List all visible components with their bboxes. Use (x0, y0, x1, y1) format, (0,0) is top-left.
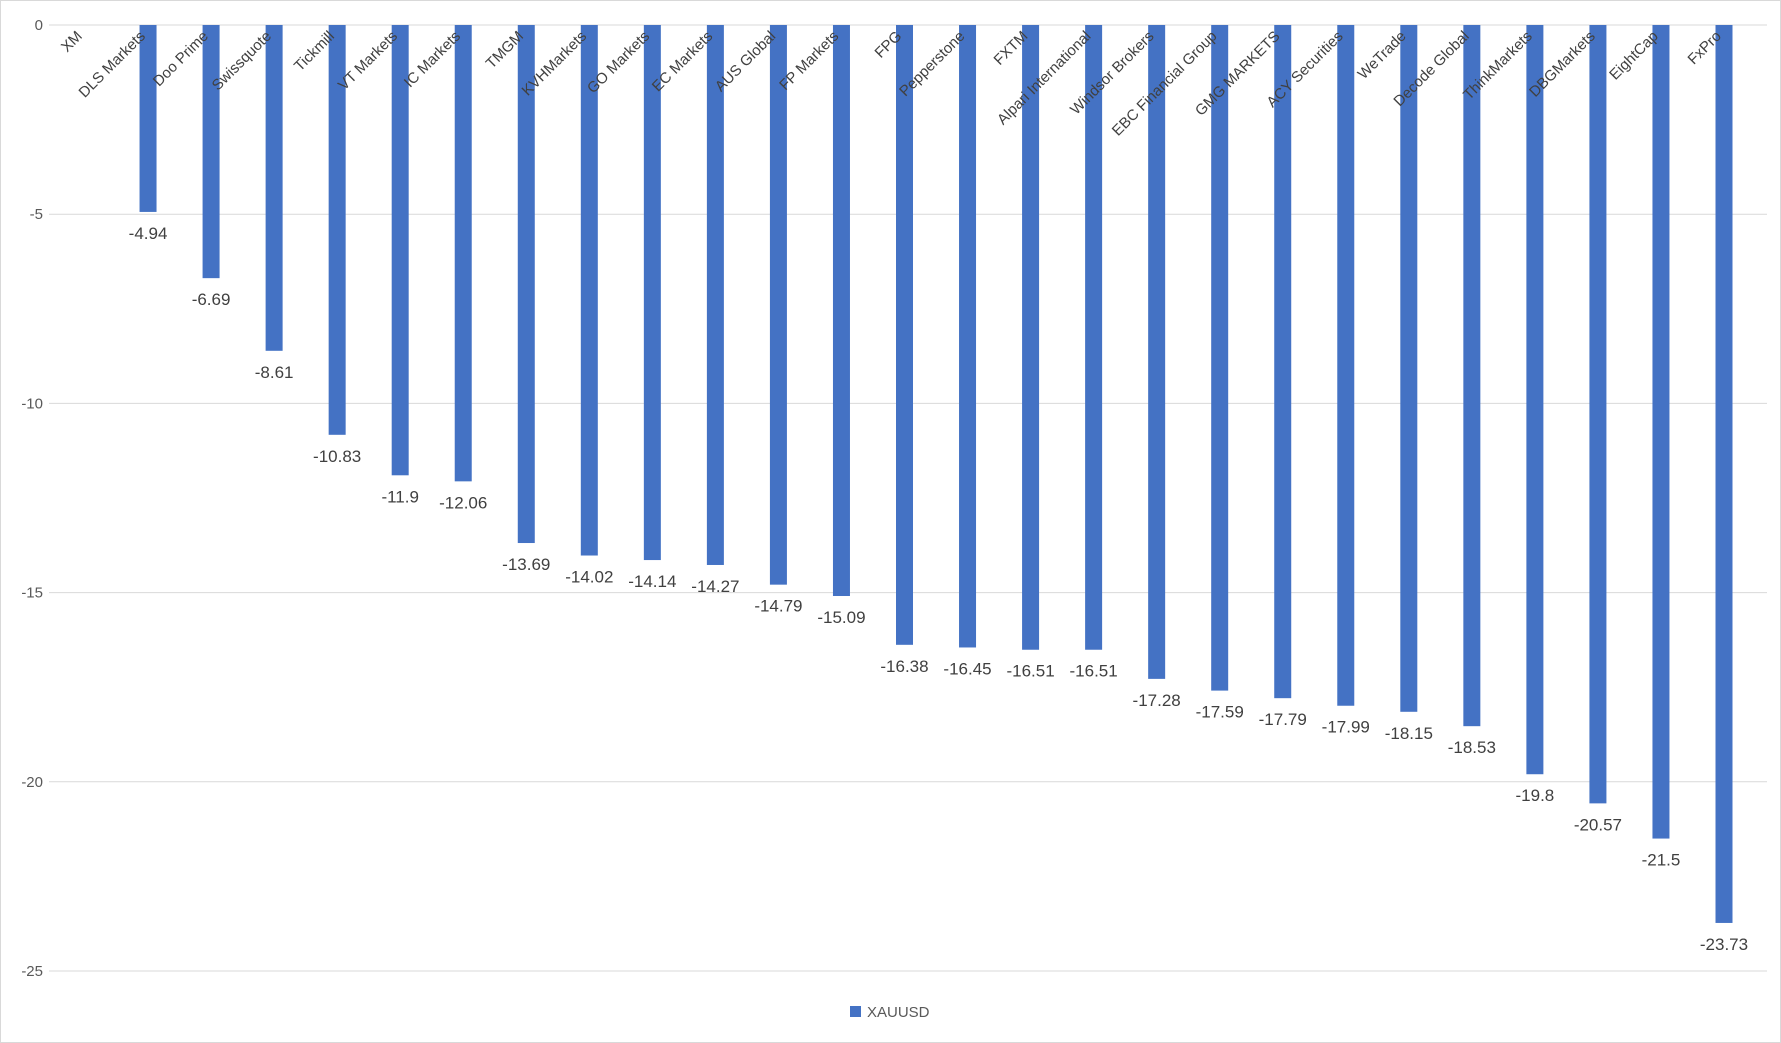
bar[interactable] (1148, 25, 1166, 679)
data-label: -18.15 (1385, 724, 1433, 743)
data-label: -23.73 (1700, 935, 1748, 954)
legend-label-xauusd: XAUUSD (867, 1004, 930, 1021)
data-label: -19.8 (1516, 786, 1555, 805)
bar[interactable] (1211, 25, 1229, 691)
y-tick-label: -10 (21, 395, 43, 412)
bar[interactable] (959, 25, 977, 648)
data-label: -11.9 (381, 487, 419, 506)
bar[interactable] (517, 25, 535, 544)
data-label: -12.06 (439, 493, 487, 512)
data-label: -16.51 (1070, 662, 1118, 681)
category-label: IC Markets (401, 28, 464, 91)
bar[interactable] (202, 25, 220, 279)
data-label: -13.69 (502, 555, 550, 574)
data-label: -17.59 (1196, 703, 1244, 722)
legend-swatch-xauusd (850, 1006, 861, 1017)
bar[interactable] (391, 25, 409, 476)
data-label: -6.69 (192, 290, 231, 309)
bar[interactable] (1085, 25, 1103, 650)
data-label: -16.38 (880, 657, 928, 676)
y-tick-label: -25 (21, 963, 43, 980)
bar[interactable] (454, 25, 472, 482)
data-label: -20.57 (1574, 815, 1622, 834)
data-label: -10.83 (313, 447, 361, 466)
bar[interactable] (1463, 25, 1481, 727)
bar[interactable] (769, 25, 787, 585)
bars (139, 25, 1733, 923)
y-tick-label: -20 (21, 774, 43, 791)
data-label: -18.53 (1448, 738, 1496, 757)
data-label: -14.14 (628, 572, 676, 591)
bar[interactable] (706, 25, 724, 565)
category-label: XM (58, 28, 86, 56)
data-label: -4.94 (129, 224, 168, 243)
bar[interactable] (832, 25, 850, 597)
category-label: DLS Markets (76, 28, 149, 101)
bar[interactable] (1715, 25, 1733, 923)
data-label: -15.09 (817, 608, 865, 627)
bar[interactable] (1274, 25, 1292, 699)
data-label: -21.5 (1642, 851, 1681, 870)
bar[interactable] (1337, 25, 1355, 706)
legend[interactable]: XAUUSD (850, 1004, 930, 1021)
bar[interactable] (1022, 25, 1040, 650)
y-tick-label: -15 (21, 585, 43, 602)
bar[interactable] (139, 25, 157, 212)
data-label: -8.61 (255, 363, 294, 382)
data-labels: -4.94 -6.69 -8.61 -10.83 -11.9 -12.06 -13.69 -1… (129, 224, 1748, 954)
bar[interactable] (328, 25, 346, 435)
data-label: -14.02 (565, 568, 613, 587)
bar[interactable] (265, 25, 283, 351)
y-tick-label: 0 (35, 17, 43, 34)
bar[interactable] (643, 25, 661, 561)
bar[interactable] (1589, 25, 1607, 804)
bar[interactable] (1400, 25, 1418, 712)
y-axis-ticks: 0 -5 -10 -15 -20 -25 (21, 17, 43, 980)
data-label: -16.45 (943, 659, 991, 678)
bar[interactable] (580, 25, 598, 556)
data-label: -14.27 (691, 577, 739, 596)
data-label: -17.28 (1133, 691, 1181, 710)
bar[interactable] (1526, 25, 1544, 775)
bar[interactable] (896, 25, 913, 645)
y-tick-label: -5 (30, 206, 43, 223)
bar[interactable] (1652, 25, 1670, 839)
data-label: -17.79 (1259, 710, 1307, 729)
data-label: -14.79 (754, 597, 802, 616)
data-label: -17.99 (1322, 718, 1370, 737)
data-label: -16.51 (1006, 662, 1054, 681)
